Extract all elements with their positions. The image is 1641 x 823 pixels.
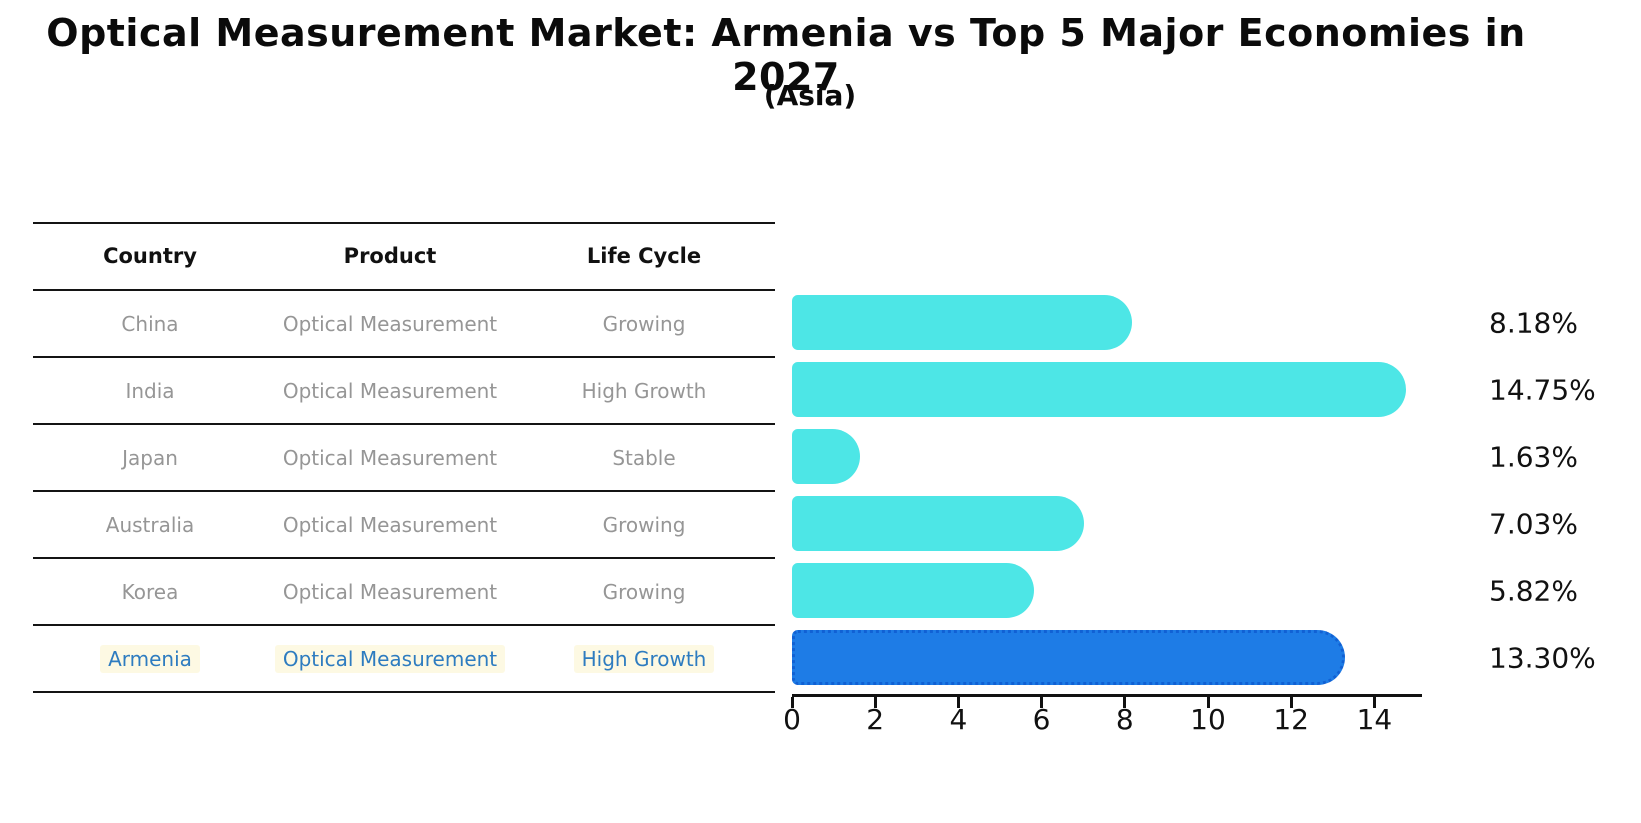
bar-armenia <box>792 630 1346 685</box>
x-axis-tick-label: 8 <box>1115 703 1134 736</box>
cell-text: Australia <box>105 512 195 537</box>
cell-text: Optical Measurement <box>282 311 498 336</box>
cell-text: Growing <box>602 311 686 336</box>
table-row: China Optical Measurement Growing <box>33 291 775 358</box>
x-axis-tick-label: 2 <box>866 703 885 736</box>
country-table: Country Product Life Cycle China Optical … <box>33 222 775 693</box>
cell-text: Optical Measurement <box>282 378 498 403</box>
cell-text: Japan <box>122 445 178 470</box>
x-axis-tick-label: 10 <box>1190 703 1226 736</box>
product-cell: Optical Measurement <box>267 511 513 539</box>
product-cell: Optical Measurement <box>267 578 513 606</box>
x-axis-tick <box>790 697 794 708</box>
column-header-product: Product <box>343 243 437 268</box>
table-header-row: Country Product Life Cycle <box>33 224 775 291</box>
cell-text: High Growth <box>581 378 707 403</box>
bar-india <box>792 362 1406 417</box>
bar-value-label: 5.82% <box>1489 574 1578 607</box>
cell-text: India <box>125 378 175 403</box>
life-cycle-cell: High Growth <box>513 644 775 673</box>
column-header-country: Country <box>103 243 197 268</box>
table-row: Japan Optical Measurement Stable <box>33 425 775 492</box>
life-cycle-cell: Growing <box>513 578 775 606</box>
cell-text: Optical Measurement <box>282 579 498 604</box>
cell-text: Optical Measurement <box>274 644 506 673</box>
cell-text: Armenia <box>100 644 200 673</box>
life-cycle-cell: High Growth <box>513 377 775 405</box>
x-axis-tick <box>1289 697 1293 708</box>
x-axis-tick <box>1040 697 1044 708</box>
cell-text: High Growth <box>573 644 715 673</box>
x-axis-tick <box>1372 697 1376 708</box>
bar-value-label: 1.63% <box>1489 440 1578 473</box>
table-row: India Optical Measurement High Growth <box>33 358 775 425</box>
bar-japan <box>792 429 860 484</box>
table-row: Korea Optical Measurement Growing <box>33 559 775 626</box>
cell-text: Optical Measurement <box>282 445 498 470</box>
bar-value-label: 14.75% <box>1489 373 1596 406</box>
country-cell: Korea <box>33 578 267 606</box>
x-axis-tick <box>873 697 877 708</box>
table-row: Australia Optical Measurement Growing <box>33 492 775 559</box>
cell-text: Korea <box>121 579 179 604</box>
country-cell: China <box>33 310 267 338</box>
country-cell: India <box>33 377 267 405</box>
chart-subtitle: (Asia) <box>763 79 857 112</box>
x-axis-tick-label: 0 <box>783 703 801 736</box>
cell-text: Stable <box>612 445 676 470</box>
cell-text: Growing <box>602 512 686 537</box>
cell-text: Growing <box>602 579 686 604</box>
cell-text: Optical Measurement <box>282 512 498 537</box>
life-cycle-cell: Growing <box>513 310 775 338</box>
product-cell: Optical Measurement <box>267 310 513 338</box>
product-cell: Optical Measurement <box>267 377 513 405</box>
bar-korea <box>792 563 1035 618</box>
x-axis-line <box>792 694 1422 697</box>
bar-value-label: 8.18% <box>1489 306 1578 339</box>
country-cell: Japan <box>33 444 267 472</box>
cell-text: China <box>121 311 179 336</box>
chart-title: Optical Measurement Market: Armenia vs T… <box>46 11 1526 99</box>
country-cell: Australia <box>33 511 267 539</box>
bar-china <box>792 295 1133 350</box>
x-axis-tick-label: 14 <box>1356 703 1393 736</box>
bar-value-label: 13.30% <box>1489 641 1596 674</box>
column-header-life-cycle: Life Cycle <box>586 243 702 268</box>
x-axis-tick-label: 6 <box>1032 703 1051 736</box>
table-row: Armenia Optical Measurement High Growth <box>33 626 775 693</box>
x-axis-tick <box>1206 697 1210 708</box>
product-cell: Optical Measurement <box>267 644 513 673</box>
bar-value-label: 7.03% <box>1489 507 1578 540</box>
x-axis-tick-label: 4 <box>949 703 968 736</box>
country-cell: Armenia <box>33 644 267 673</box>
x-axis-tick <box>1123 697 1127 708</box>
x-axis-tick-label: 12 <box>1273 703 1310 736</box>
x-axis-tick <box>956 697 960 708</box>
life-cycle-cell: Stable <box>513 444 775 472</box>
life-cycle-cell: Growing <box>513 511 775 539</box>
bar-australia <box>792 496 1085 551</box>
product-cell: Optical Measurement <box>267 444 513 472</box>
table-body: China Optical Measurement Growing India Opti… <box>33 291 775 693</box>
